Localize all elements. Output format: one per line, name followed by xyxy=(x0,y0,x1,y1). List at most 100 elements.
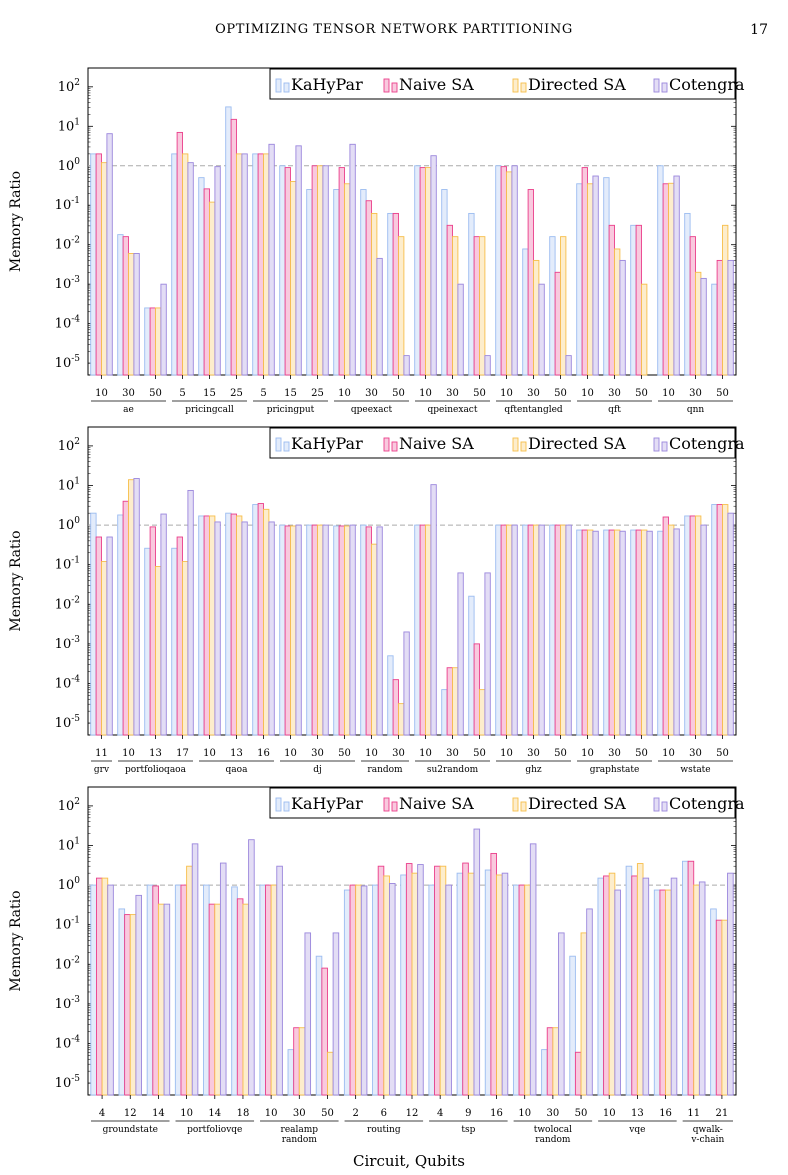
bar-kahypar xyxy=(171,547,178,736)
bar-directed-sa xyxy=(298,1027,306,1096)
x-tick-label: 10 xyxy=(95,388,108,399)
group-label: portfoliovqe xyxy=(187,1125,242,1135)
legend-label-naive-sa: Naive SA xyxy=(399,434,474,453)
bar-cotengra xyxy=(163,903,171,1096)
bar-cotengra xyxy=(538,283,545,376)
bar-naive-sa xyxy=(284,167,291,376)
bar-kahypar xyxy=(252,153,259,376)
bar-kahypar xyxy=(387,655,394,736)
x-tick-label: 30 xyxy=(527,748,540,759)
bar-cotengra xyxy=(558,932,565,1096)
bar-kahypar xyxy=(428,884,435,1096)
x-tick-label: 5 xyxy=(260,388,266,399)
bar-directed-sa xyxy=(695,271,702,376)
bar-directed-sa xyxy=(101,561,108,736)
x-tick-label: 2 xyxy=(352,1108,358,1119)
bar-naive-sa xyxy=(284,525,291,736)
bar-kahypar xyxy=(171,153,178,376)
bar-kahypar xyxy=(203,884,210,1096)
x-tick-label: 13 xyxy=(631,1108,644,1119)
group-label: pricingput xyxy=(267,405,315,415)
bar-cotengra xyxy=(214,521,221,736)
bar-naive-sa xyxy=(716,259,723,376)
bar-directed-sa xyxy=(344,525,351,736)
x-tick-label: 10 xyxy=(518,1108,531,1119)
bar-kahypar xyxy=(117,234,124,376)
bar-directed-sa xyxy=(636,863,644,1096)
x-tick-label: 5 xyxy=(179,388,185,399)
bar-directed-sa xyxy=(614,529,621,736)
legend-swatch-cotengra xyxy=(661,801,668,812)
y-tick-label: 101 xyxy=(58,476,80,493)
bar-directed-sa xyxy=(263,508,270,736)
x-tick-label: 10 xyxy=(500,748,513,759)
bar-cotengra xyxy=(376,526,383,736)
bar-directed-sa xyxy=(479,689,486,736)
legend-label-directed-sa: Directed SA xyxy=(528,75,626,94)
y-tick-label: 101 xyxy=(58,117,80,134)
bar-naive-sa xyxy=(518,884,526,1096)
x-tick-label: 50 xyxy=(392,388,405,399)
bar-directed-sa xyxy=(506,171,513,376)
bar-naive-sa xyxy=(546,1027,554,1096)
bar-cotengra xyxy=(417,864,424,1096)
bar-naive-sa xyxy=(257,153,264,376)
bar-naive-sa xyxy=(635,224,642,376)
bar-naive-sa xyxy=(95,153,102,376)
bar-directed-sa xyxy=(580,932,588,1096)
x-tick-label: 18 xyxy=(237,1108,250,1119)
bar-kahypar xyxy=(711,504,718,736)
group-label: random xyxy=(535,1135,571,1145)
bar-directed-sa xyxy=(608,872,616,1096)
x-tick-label: 30 xyxy=(689,388,702,399)
x-tick-label: 10 xyxy=(581,748,594,759)
group-label: qpeinexact xyxy=(428,405,478,415)
bar-kahypar xyxy=(653,889,661,1096)
bar-naive-sa xyxy=(149,526,156,736)
bar-directed-sa xyxy=(552,1027,559,1096)
bar-cotengra xyxy=(214,166,221,376)
bar-cotengra xyxy=(727,259,734,376)
x-tick-label: 30 xyxy=(392,748,405,759)
bar-naive-sa xyxy=(321,967,328,1096)
bar-kahypar xyxy=(118,908,126,1096)
bar-kahypar xyxy=(456,872,464,1096)
x-tick-label: 10 xyxy=(365,748,378,759)
group-label: ae xyxy=(123,405,134,415)
bar-kahypar xyxy=(441,189,448,376)
bar-kahypar xyxy=(576,183,583,376)
bar-directed-sa xyxy=(157,903,165,1096)
y-axis-label: Memory Ratio xyxy=(8,890,24,991)
group-label: qaoa xyxy=(226,765,249,775)
bar-cotengra xyxy=(484,572,491,736)
bar-cotengra xyxy=(538,524,545,736)
bar-kahypar xyxy=(414,165,421,376)
x-tick-label: 12 xyxy=(124,1108,137,1119)
legend-swatch-kahypar xyxy=(275,797,282,812)
legend-label-naive-sa: Naive SA xyxy=(399,75,474,94)
y-tick-label: 10-2 xyxy=(55,955,80,972)
bar-kahypar xyxy=(522,248,529,376)
legend-swatch-directed-sa xyxy=(512,437,519,452)
bar-kahypar xyxy=(576,529,583,736)
bar-directed-sa xyxy=(722,504,729,736)
group-label: qft xyxy=(608,405,621,415)
x-tick-label: 6 xyxy=(381,1108,387,1119)
x-tick-label: 30 xyxy=(365,388,378,399)
bar-naive-sa xyxy=(473,643,480,736)
bar-cotengra xyxy=(191,843,199,1096)
x-tick-label: 10 xyxy=(338,388,351,399)
bar-directed-sa xyxy=(524,884,531,1096)
legend-label-kahypar: KaHyPar xyxy=(291,434,363,453)
bar-cotengra xyxy=(322,524,329,736)
legend-label-cotengra: Cotengra xyxy=(669,794,745,813)
bar-naive-sa xyxy=(500,524,507,736)
x-tick-label: 10 xyxy=(581,388,594,399)
x-tick-label: 10 xyxy=(419,388,432,399)
bar-cotengra xyxy=(727,512,734,736)
bar-cotengra xyxy=(403,355,410,376)
bar-naive-sa xyxy=(392,212,399,376)
bar-kahypar xyxy=(569,955,576,1096)
bar-naive-sa xyxy=(365,526,372,736)
x-tick-label: 17 xyxy=(176,748,189,759)
